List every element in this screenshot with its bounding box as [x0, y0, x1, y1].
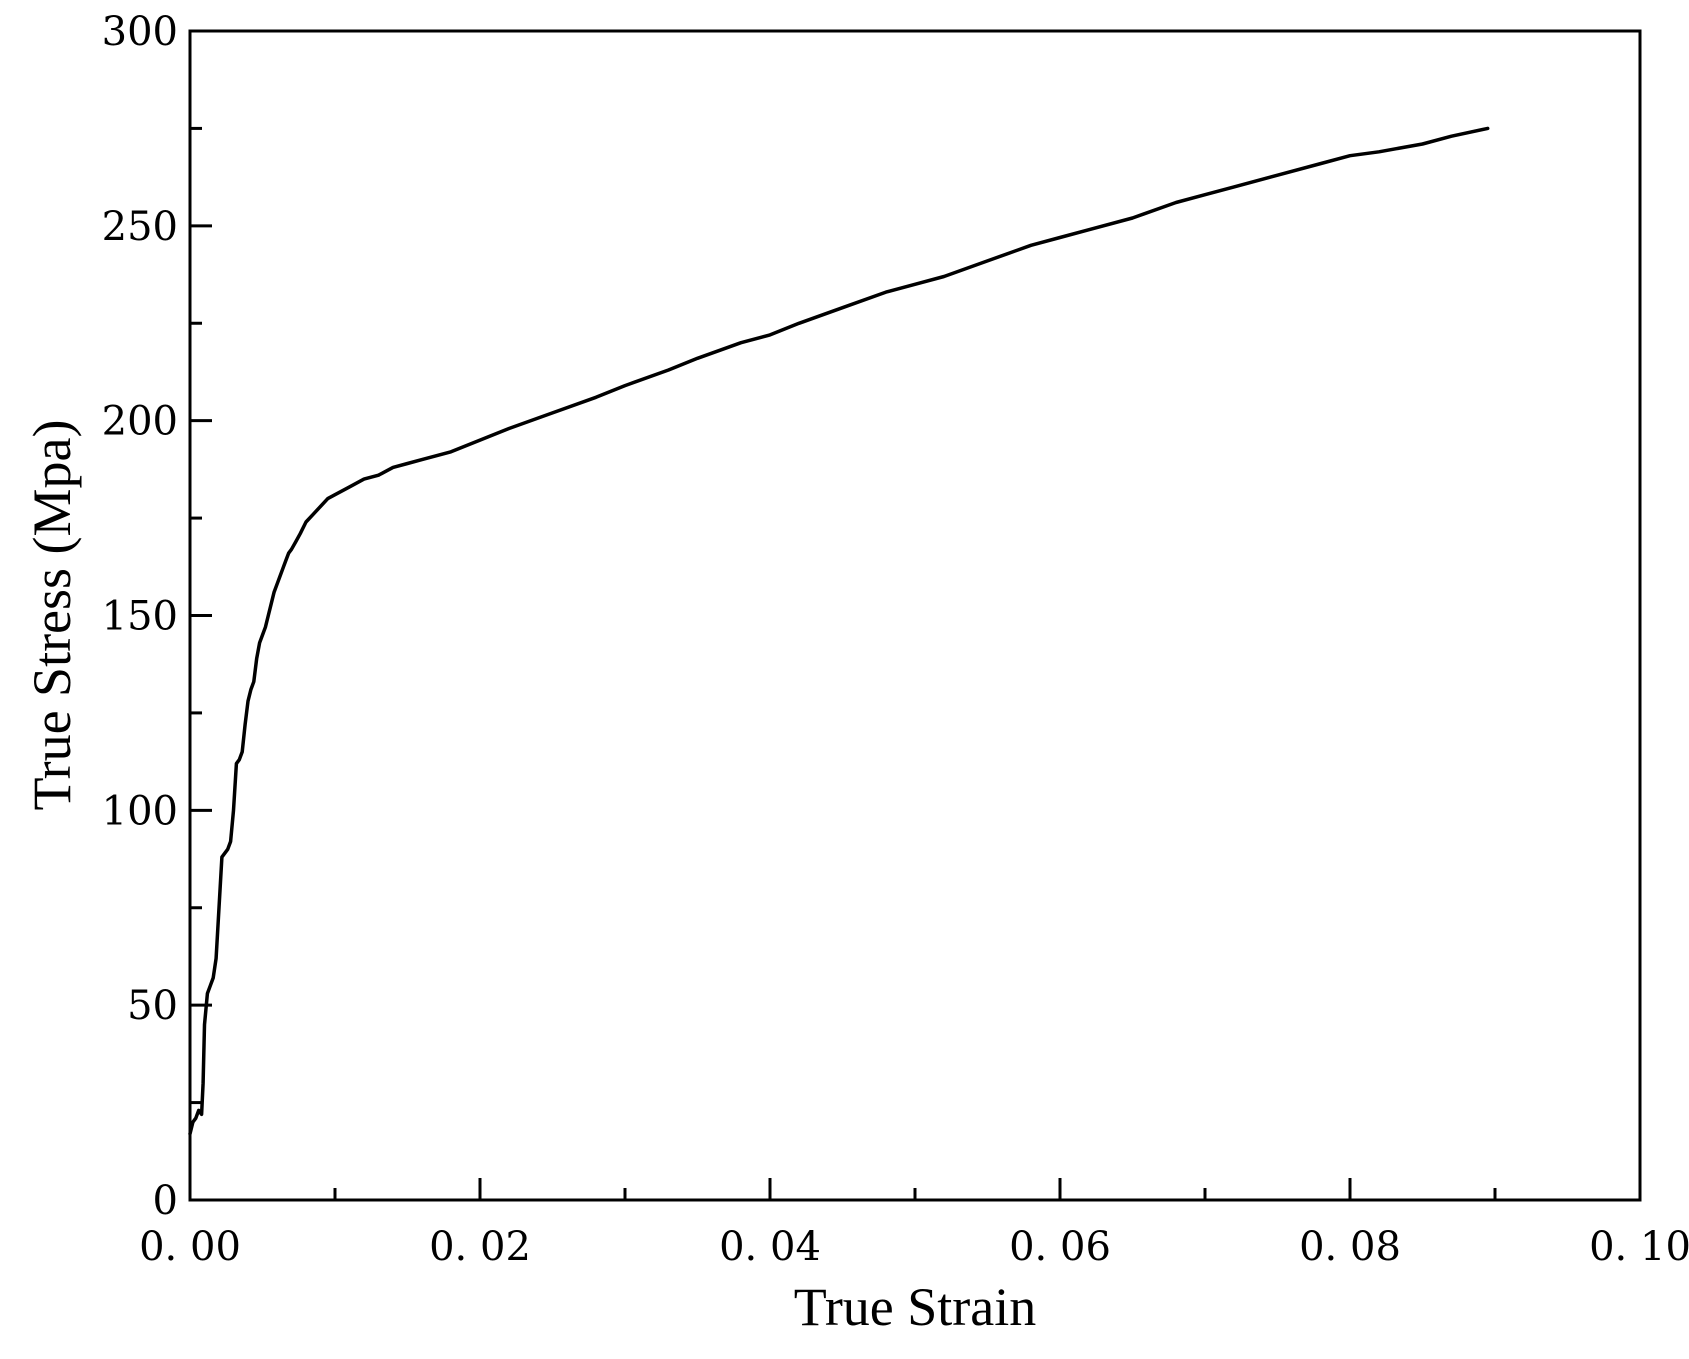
y-tick-label: 0	[153, 1178, 178, 1224]
x-tick-label: 0. 10	[1589, 1224, 1689, 1270]
y-tick-label: 50	[127, 983, 178, 1029]
x-tick-label: 0. 06	[1009, 1224, 1111, 1270]
plot-frame	[188, 29, 1642, 1202]
x-axis-ticks	[188, 1178, 1642, 1200]
x-tick-label: 0. 08	[1299, 1224, 1401, 1270]
y-tick-label: 100	[102, 788, 178, 834]
x-tick-label: 0. 04	[719, 1224, 821, 1270]
y-axis-ticks	[190, 29, 212, 1202]
y-axis-tick-labels: 0 50 100 150 200 250 300	[102, 9, 178, 1224]
x-tick-label: 0. 02	[429, 1224, 531, 1270]
x-axis-title: True Strain	[794, 1277, 1037, 1337]
y-tick-label: 200	[102, 399, 178, 445]
y-axis-title: True Stress (Mpa)	[22, 420, 82, 811]
y-tick-label: 150	[102, 594, 178, 640]
x-axis-tick-labels: 0. 00 0. 02 0. 04 0. 06 0. 08 0. 10	[139, 1224, 1689, 1270]
x-tick-label: 0. 00	[139, 1224, 241, 1270]
y-tick-label: 300	[102, 9, 178, 55]
y-tick-label: 250	[102, 204, 178, 250]
stress-strain-curve	[188, 126, 1490, 1136]
